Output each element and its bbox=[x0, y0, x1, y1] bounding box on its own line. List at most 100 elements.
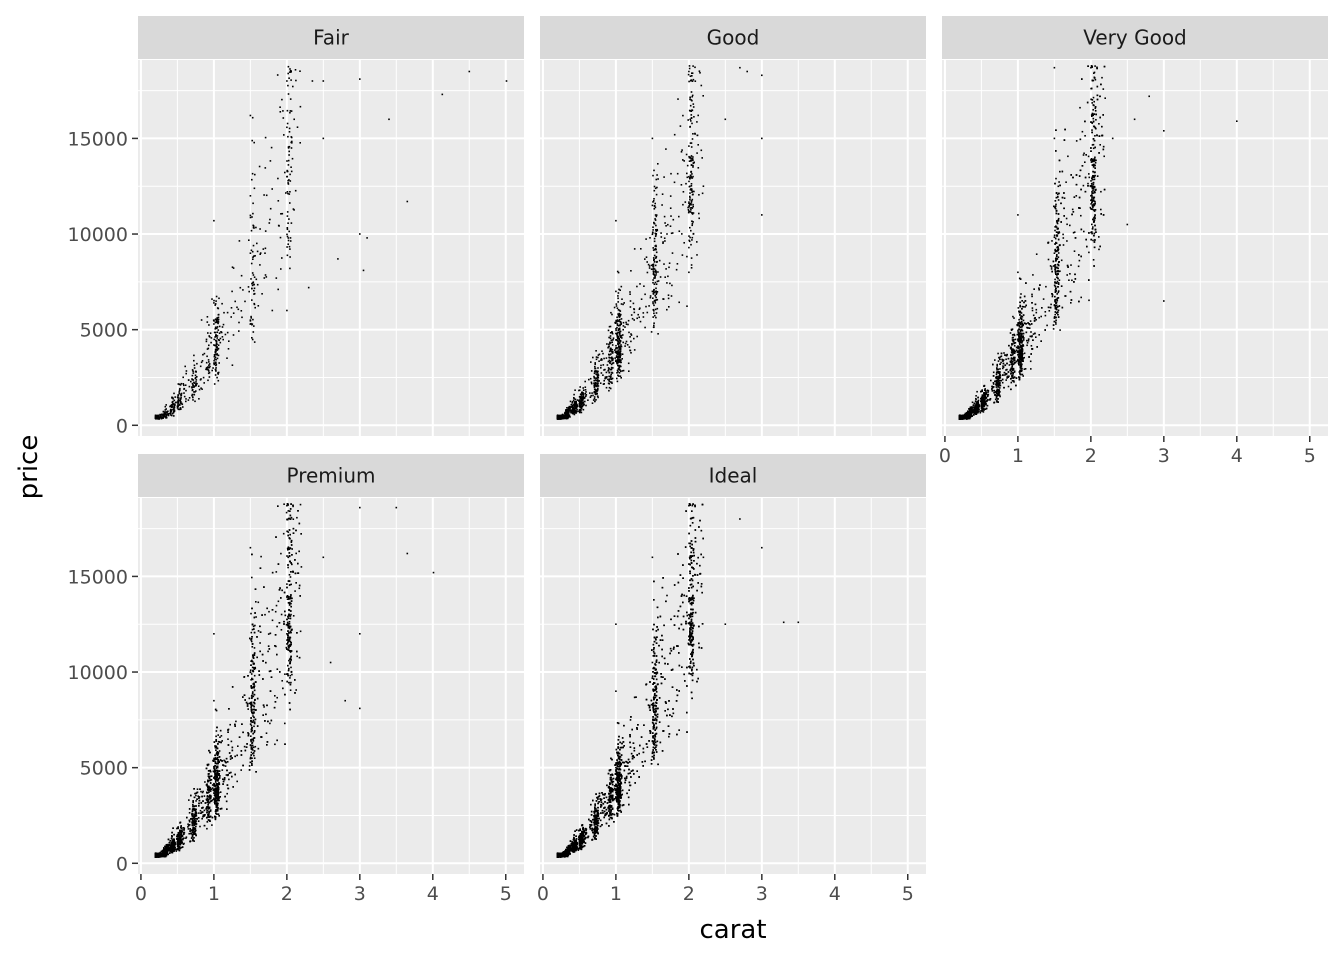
data-point bbox=[688, 181, 690, 183]
data-point bbox=[1064, 129, 1066, 131]
data-point bbox=[618, 368, 620, 370]
data-point bbox=[1013, 317, 1015, 319]
data-point bbox=[619, 313, 621, 315]
data-point bbox=[1059, 244, 1061, 246]
data-point bbox=[1236, 120, 1238, 122]
data-point bbox=[612, 333, 614, 335]
data-point bbox=[216, 346, 218, 348]
data-point bbox=[992, 364, 994, 366]
data-point bbox=[617, 301, 619, 303]
data-point bbox=[692, 158, 694, 160]
data-point bbox=[620, 375, 622, 377]
data-point bbox=[1017, 334, 1019, 336]
data-point bbox=[1094, 175, 1096, 177]
data-point bbox=[623, 302, 625, 304]
data-point bbox=[257, 251, 259, 253]
data-point bbox=[1100, 191, 1102, 193]
data-point bbox=[254, 174, 256, 176]
data-point bbox=[1025, 300, 1027, 302]
data-point bbox=[690, 230, 692, 232]
data-point bbox=[655, 302, 657, 304]
data-point bbox=[656, 294, 658, 296]
data-point bbox=[692, 133, 694, 135]
data-point bbox=[286, 234, 288, 236]
data-point bbox=[686, 256, 688, 258]
data-point bbox=[1000, 385, 1002, 387]
data-point bbox=[1095, 160, 1097, 162]
data-point bbox=[295, 80, 297, 82]
data-point bbox=[1021, 318, 1023, 320]
data-point bbox=[620, 335, 622, 337]
data-point bbox=[626, 341, 628, 343]
data-point bbox=[1097, 99, 1099, 101]
data-point bbox=[597, 384, 599, 386]
data-point bbox=[650, 295, 652, 297]
data-point bbox=[1012, 334, 1014, 336]
data-point bbox=[164, 415, 166, 417]
data-point bbox=[366, 237, 368, 239]
data-point bbox=[601, 372, 603, 374]
data-point bbox=[689, 97, 691, 99]
data-point bbox=[983, 411, 985, 413]
data-point bbox=[632, 318, 634, 320]
data-point bbox=[644, 294, 646, 296]
data-point bbox=[1012, 372, 1014, 374]
data-point bbox=[215, 332, 217, 334]
data-point bbox=[299, 142, 301, 144]
data-point bbox=[1094, 191, 1096, 193]
data-point bbox=[218, 329, 220, 331]
data-point bbox=[1003, 366, 1005, 368]
data-point bbox=[649, 267, 651, 269]
data-point bbox=[1035, 319, 1037, 321]
data-point bbox=[1112, 138, 1114, 140]
data-point bbox=[702, 193, 704, 195]
data-point bbox=[607, 379, 609, 381]
data-point bbox=[218, 314, 220, 316]
data-point bbox=[1057, 273, 1059, 275]
data-point bbox=[655, 297, 657, 299]
data-point bbox=[218, 344, 220, 346]
data-point bbox=[636, 318, 638, 320]
data-point bbox=[211, 370, 213, 372]
data-point bbox=[982, 404, 984, 406]
data-point bbox=[1023, 320, 1025, 322]
data-point bbox=[218, 339, 220, 341]
data-point bbox=[1076, 195, 1078, 197]
data-point bbox=[1094, 171, 1096, 173]
data-point bbox=[1056, 250, 1058, 252]
data-point bbox=[653, 265, 655, 267]
data-point bbox=[620, 344, 622, 346]
data-point bbox=[253, 290, 255, 292]
data-point bbox=[621, 337, 623, 339]
data-point bbox=[576, 405, 578, 407]
data-point bbox=[1091, 202, 1093, 204]
data-point bbox=[974, 407, 976, 409]
data-point bbox=[1054, 250, 1056, 252]
data-point bbox=[1084, 161, 1086, 163]
data-point bbox=[664, 276, 666, 278]
data-point bbox=[202, 360, 204, 362]
data-point bbox=[1018, 311, 1020, 313]
data-point bbox=[652, 229, 654, 231]
data-point bbox=[617, 332, 619, 334]
data-point bbox=[1095, 231, 1097, 233]
data-point bbox=[293, 119, 295, 121]
data-point bbox=[980, 412, 982, 414]
data-point bbox=[250, 115, 252, 117]
data-point bbox=[1054, 235, 1056, 237]
data-point bbox=[701, 157, 703, 159]
data-point bbox=[1018, 335, 1020, 337]
data-point bbox=[979, 406, 981, 408]
data-point bbox=[1093, 184, 1095, 186]
data-point bbox=[218, 362, 220, 364]
data-point bbox=[227, 312, 229, 314]
data-point bbox=[196, 379, 198, 381]
data-point bbox=[295, 190, 297, 192]
data-point bbox=[359, 233, 361, 235]
data-point bbox=[618, 289, 620, 291]
data-point bbox=[1095, 110, 1097, 112]
data-point bbox=[657, 163, 659, 165]
data-point bbox=[261, 293, 263, 295]
data-point bbox=[270, 208, 272, 210]
data-point bbox=[165, 404, 167, 406]
